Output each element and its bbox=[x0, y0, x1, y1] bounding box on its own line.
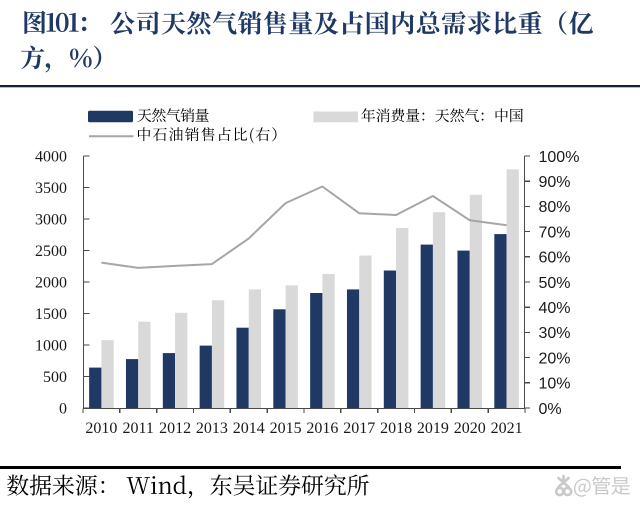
svg-text:2015: 2015 bbox=[270, 420, 302, 437]
svg-text:100%: 100% bbox=[539, 149, 580, 166]
svg-text:60%: 60% bbox=[539, 250, 571, 267]
svg-text:500: 500 bbox=[43, 369, 67, 386]
svg-text:0%: 0% bbox=[539, 401, 562, 418]
svg-text:3000: 3000 bbox=[35, 212, 67, 229]
svg-text:3500: 3500 bbox=[35, 180, 67, 197]
svg-text:4000: 4000 bbox=[35, 149, 67, 166]
svg-text:2011: 2011 bbox=[122, 420, 153, 437]
svg-text:2016: 2016 bbox=[306, 420, 338, 437]
svg-text:2013: 2013 bbox=[196, 420, 228, 437]
svg-text:2018: 2018 bbox=[380, 420, 412, 437]
svg-text:2019: 2019 bbox=[417, 420, 449, 437]
svg-text:10%: 10% bbox=[539, 376, 571, 393]
svg-text:2012: 2012 bbox=[159, 420, 191, 437]
svg-text:1000: 1000 bbox=[35, 338, 67, 355]
svg-text:40%: 40% bbox=[539, 300, 571, 317]
svg-text:50%: 50% bbox=[539, 275, 571, 292]
svg-text:80%: 80% bbox=[539, 199, 571, 216]
svg-text:2010: 2010 bbox=[85, 420, 117, 437]
svg-text:90%: 90% bbox=[539, 174, 571, 191]
svg-text:20%: 20% bbox=[539, 350, 571, 367]
svg-text:0: 0 bbox=[59, 401, 67, 418]
svg-text:2500: 2500 bbox=[35, 243, 67, 260]
svg-text:30%: 30% bbox=[539, 325, 571, 342]
svg-text:1500: 1500 bbox=[35, 306, 67, 323]
svg-text:2014: 2014 bbox=[233, 420, 265, 437]
svg-text:70%: 70% bbox=[539, 224, 571, 241]
svg-text:2017: 2017 bbox=[343, 420, 375, 437]
svg-text:2021: 2021 bbox=[491, 420, 523, 437]
svg-text:2020: 2020 bbox=[454, 420, 486, 437]
svg-text:2000: 2000 bbox=[35, 275, 67, 292]
